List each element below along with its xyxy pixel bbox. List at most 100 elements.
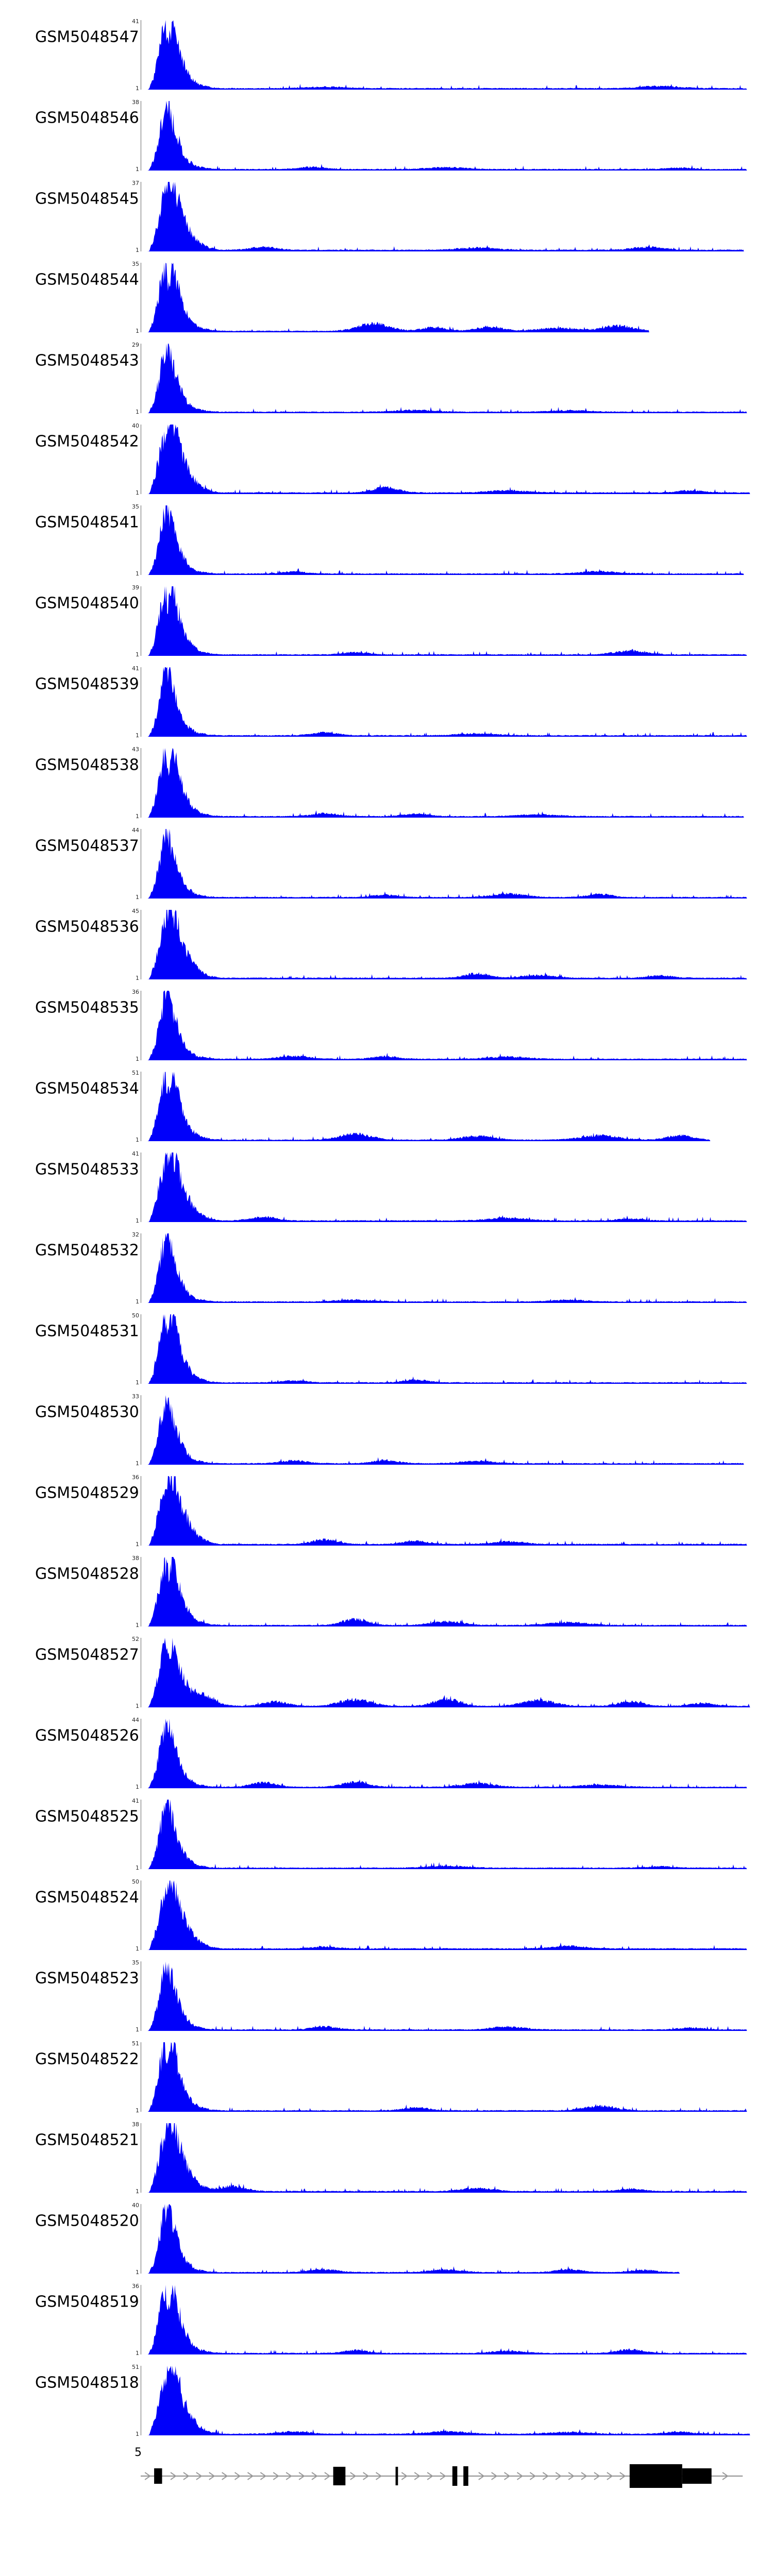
strand-direction-chevron-icon [516,2472,524,2480]
y-axis-max-label: 38 [132,99,139,106]
y-axis-min-label: 1 [136,247,139,253]
coverage-plot: 43 1 [132,747,752,819]
coverage-track-row: GSM5048535 36 1 [0,985,773,1066]
y-axis-min-label: 1 [136,1460,139,1467]
coverage-plot: 50 1 [132,1313,752,1385]
coverage-plot: 35 1 [132,1960,752,2032]
sample-label: GSM5048528 [35,1565,139,1583]
y-axis-min-label: 1 [136,1784,139,1790]
strand-direction-chevron-icon [247,2472,254,2480]
coverage-plot: 52 1 [132,1636,752,1709]
strand-direction-chevron-icon [350,2472,357,2480]
y-axis-min-label: 1 [136,570,139,577]
coverage-track-row: GSM5048534 51 1 [0,1066,773,1147]
coverage-signal [141,1800,752,1869]
exon-box [682,2468,712,2484]
gene-name-label: 5 [135,2446,142,2459]
y-axis-max-label: 41 [132,1798,139,1804]
y-axis-max-label: 36 [132,989,139,995]
strand-direction-chevron-icon [504,2472,511,2480]
coverage-plot: 35 1 [132,261,752,334]
sample-label: GSM5048532 [35,1241,139,1260]
strand-direction-chevron-icon [529,2472,536,2480]
coverage-track-row: GSM5048529 36 1 [0,1470,773,1551]
strand-direction-chevron-icon [607,2472,613,2480]
coverage-track-row: GSM5048524 50 1 [0,1875,773,1956]
y-axis-min-label: 1 [136,489,139,496]
y-axis-max-label: 32 [132,1231,139,1238]
sample-label: GSM5048533 [35,1160,139,1179]
coverage-signal [141,101,752,171]
coverage-plot: 39 1 [132,585,752,657]
strand-direction-chevron-icon [491,2472,498,2480]
strand-direction-chevron-icon [285,2472,292,2480]
coverage-plot: 32 1 [132,1232,752,1304]
coverage-signal [141,1476,752,1546]
coverage-track-row: GSM5048536 45 1 [0,904,773,985]
coverage-track-row: GSM5048526 44 1 [0,1713,773,1794]
coverage-track-row: GSM5048532 32 1 [0,1228,773,1309]
coverage-track-row: GSM5048546 38 1 [0,95,773,176]
exon-box [154,2468,162,2484]
strand-direction-chevron-icon [209,2472,215,2480]
y-axis-min-label: 1 [136,1137,139,1143]
sample-label: GSM5048524 [35,1888,139,1907]
strand-direction-chevron-icon [555,2472,562,2480]
y-axis-max-label: 40 [132,2202,139,2209]
y-axis-min-label: 1 [136,2431,139,2437]
coverage-track-row: GSM5048531 50 1 [0,1309,773,1389]
coverage-signal [141,829,752,899]
strand-direction-chevron-icon [273,2472,280,2480]
coverage-signal [141,1719,752,1788]
coverage-plot: 44 1 [132,1717,752,1790]
y-axis-min-label: 1 [136,166,139,173]
coverage-signal [141,344,752,413]
sample-label: GSM5048529 [35,1484,139,1502]
coverage-signal [141,425,752,494]
y-axis-min-label: 1 [136,732,139,739]
y-axis-min-label: 1 [136,1217,139,1224]
coverage-signal [141,2123,752,2193]
coverage-signal [141,1961,752,2031]
gene-model-diagram [141,2464,743,2488]
coverage-track-row: GSM5048518 51 1 [0,2360,773,2441]
coverage-plot: 36 1 [132,989,752,1062]
sample-label: GSM5048537 [35,837,139,855]
y-axis-max-label: 41 [132,1150,139,1157]
y-axis-max-label: 36 [132,1474,139,1481]
y-axis-max-label: 38 [132,2121,139,2128]
coverage-signal [141,1395,752,1465]
y-axis-min-label: 1 [136,1622,139,1629]
strand-direction-chevron-icon [478,2472,485,2480]
sample-label: GSM5048519 [35,2293,139,2311]
strand-direction-chevron-icon [619,2472,626,2480]
sample-label: GSM5048527 [35,1646,139,1664]
y-axis-max-label: 35 [132,503,139,510]
y-axis-max-label: 33 [132,1393,139,1400]
sample-label: GSM5048518 [35,2374,139,2392]
sample-label: GSM5048534 [35,1079,139,1098]
y-axis-min-label: 1 [136,1541,139,1548]
y-axis-max-label: 35 [132,1959,139,1966]
coverage-track-row: GSM5048520 40 1 [0,2198,773,2279]
y-axis-max-label: 37 [132,180,139,187]
coverage-signal [141,586,752,656]
y-axis-max-label: 35 [132,261,139,267]
strand-direction-chevron-icon [170,2472,177,2480]
coverage-plot: 45 1 [132,908,752,981]
y-axis-min-label: 1 [136,1379,139,1386]
strand-direction-chevron-icon [581,2472,587,2480]
coverage-track-row: GSM5048527 52 1 [0,1632,773,1713]
coverage-track-row: GSM5048542 40 1 [0,419,773,500]
y-axis-max-label: 29 [132,342,139,348]
y-axis-min-label: 1 [136,85,139,92]
coverage-track-row: GSM5048541 35 1 [0,500,773,581]
sample-label: GSM5048522 [35,2050,139,2069]
exon-box [629,2464,682,2488]
y-axis-max-label: 51 [132,1070,139,1076]
y-axis-min-label: 1 [136,894,139,901]
coverage-track-row: GSM5048545 37 1 [0,176,773,257]
strand-direction-chevron-icon [375,2472,382,2480]
y-axis-min-label: 1 [136,2350,139,2357]
